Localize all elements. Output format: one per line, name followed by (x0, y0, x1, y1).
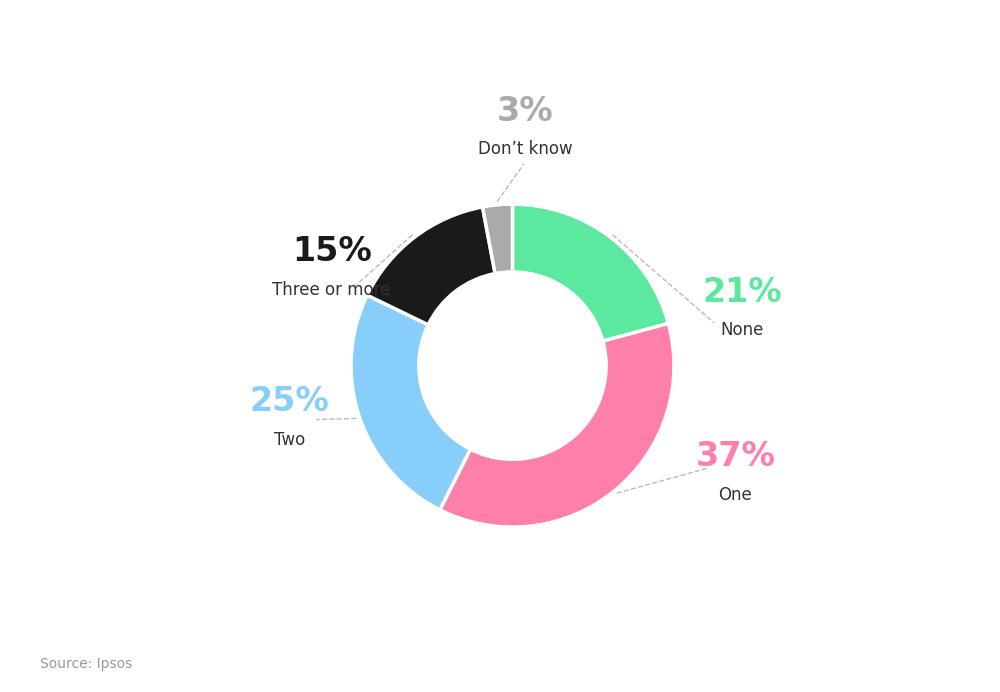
Text: 15%: 15% (292, 235, 372, 268)
Text: 25%: 25% (250, 385, 330, 419)
Text: 3%: 3% (497, 95, 554, 128)
Text: Source: Ipsos: Source: Ipsos (40, 657, 132, 671)
Text: Don’t know: Don’t know (478, 140, 573, 158)
Text: None: None (720, 321, 763, 339)
Wedge shape (483, 204, 513, 273)
Wedge shape (512, 204, 668, 341)
Wedge shape (367, 207, 495, 325)
Text: Two: Two (274, 431, 305, 449)
Text: One: One (718, 486, 752, 504)
Wedge shape (351, 295, 470, 510)
Text: 21%: 21% (702, 275, 782, 309)
Wedge shape (440, 323, 674, 527)
Text: Three or more: Three or more (272, 281, 391, 299)
Text: 37%: 37% (695, 440, 775, 473)
